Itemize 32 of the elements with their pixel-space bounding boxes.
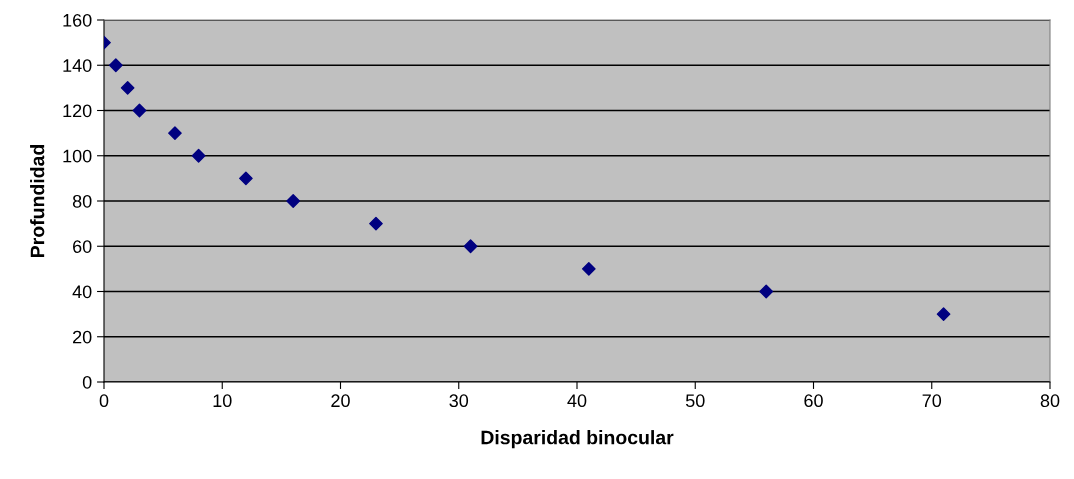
x-tick-label: 40 bbox=[567, 394, 587, 408]
point bbox=[463, 239, 478, 254]
x-tick-label: 70 bbox=[922, 394, 942, 408]
x-tick-label: 80 bbox=[1040, 394, 1060, 408]
y-tick-label: 40 bbox=[72, 285, 92, 299]
point bbox=[191, 148, 206, 163]
y-tick-label: 160 bbox=[63, 13, 92, 27]
x-tick-label: 60 bbox=[804, 394, 823, 408]
x-tick-label: 50 bbox=[685, 394, 705, 408]
y-axis-title: Profundidad bbox=[30, 145, 45, 257]
y-tick-label: 20 bbox=[73, 330, 92, 344]
y-tick-label: 120 bbox=[63, 104, 92, 118]
y-tick-label: 80 bbox=[72, 194, 92, 208]
x-tick-label: 10 bbox=[213, 394, 232, 408]
x-tick-label: 20 bbox=[331, 394, 350, 408]
y-tick-label: 140 bbox=[63, 59, 92, 72]
point bbox=[581, 261, 596, 276]
y-tick-label: 100 bbox=[63, 149, 92, 163]
point bbox=[369, 216, 383, 231]
point bbox=[238, 171, 253, 186]
point bbox=[286, 194, 301, 208]
point bbox=[132, 103, 147, 118]
point bbox=[936, 307, 951, 322]
point bbox=[108, 58, 123, 73]
y-tick-label: 0 bbox=[82, 375, 92, 389]
point bbox=[120, 80, 135, 95]
point bbox=[759, 284, 774, 299]
x-axis-title: Disparidad binocular bbox=[481, 430, 674, 449]
point bbox=[168, 126, 182, 141]
y-tick-label: 60 bbox=[73, 240, 92, 253]
x-tick-label: 0 bbox=[99, 394, 109, 408]
x-tick-label: 30 bbox=[449, 394, 469, 408]
